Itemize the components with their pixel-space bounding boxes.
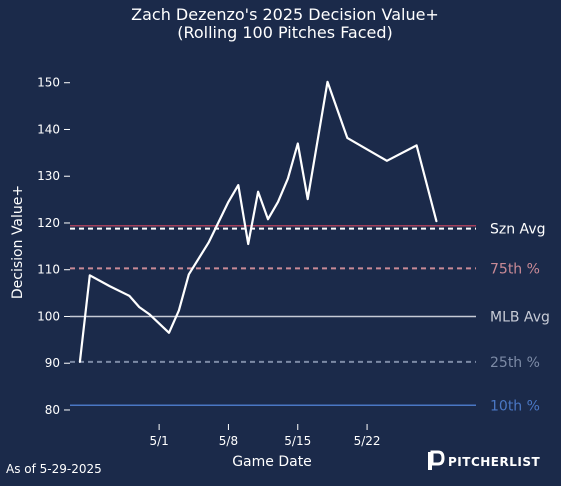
x-tick-label-5-22: 5/22: [354, 434, 381, 448]
series-layer: [78, 80, 438, 363]
y-tick-label-100: 100: [37, 309, 60, 323]
y-tick-label-90: 90: [45, 356, 60, 370]
y-tick-label-120: 120: [37, 216, 60, 230]
chart-title: Zach Dezenzo's 2025 Decision Value+: [131, 5, 439, 24]
y-axis: 80 90 100 110 120 130 140 150: [37, 76, 70, 417]
x-tick-label-5-15: 5/15: [284, 434, 311, 448]
pitcherlist-logo-text: PITCHERLIST: [448, 455, 540, 469]
y-tick-label-130: 130: [37, 169, 60, 183]
y-tick-label-150: 150: [37, 76, 60, 90]
series-line-0: [78, 80, 438, 363]
ref-label-10th: 10th %: [490, 398, 540, 414]
reference-labels: Szn Avg 75th % MLB Avg 25th % 10th %: [490, 222, 550, 415]
y-tick-label-140: 140: [37, 122, 60, 136]
pitcherlist-logo: PITCHERLIST: [428, 450, 540, 470]
ref-label-75th: 75th %: [490, 261, 540, 277]
x-axis-label: Game Date: [232, 454, 312, 470]
x-tick-label-5-1: 5/1: [149, 434, 168, 448]
pitcherlist-logo-icon: [428, 450, 445, 470]
ref-label-25th: 25th %: [490, 355, 540, 371]
x-tick-label-5-8: 5/8: [219, 434, 238, 448]
y-tick-label-80: 80: [45, 403, 60, 417]
ref-label-mlb-avg: MLB Avg: [490, 309, 550, 325]
ref-label-szn-avg: Szn Avg: [490, 222, 546, 238]
x-axis: 5/1 5/8 5/15 5/22: [149, 424, 381, 448]
y-tick-label-110: 110: [37, 263, 60, 277]
as-of-footnote: As of 5-29-2025: [6, 462, 102, 476]
y-axis-label: Decision Value+: [10, 185, 26, 299]
reference-lines: [70, 225, 476, 407]
chart-subtitle: (Rolling 100 Pitches Faced): [177, 23, 393, 42]
